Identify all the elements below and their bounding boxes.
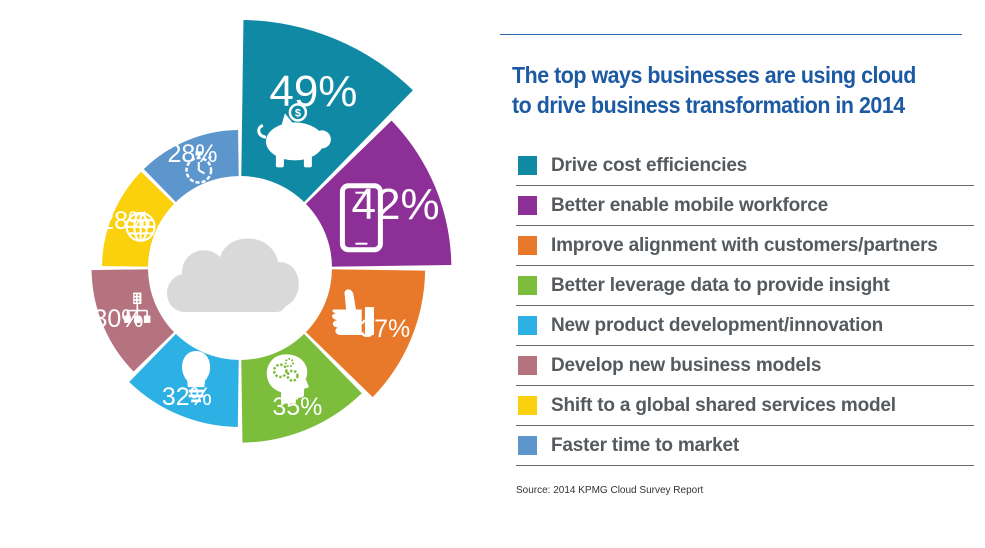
legend-swatch: [518, 356, 537, 375]
legend-label: Improve alignment with customers/partner…: [551, 234, 938, 256]
legend-label: Drive cost efficiencies: [551, 154, 748, 176]
legend-label: Develop new business models: [551, 354, 822, 376]
slice-value-label: 49%: [269, 67, 357, 116]
legend-item: Shift to a global shared services model: [516, 386, 974, 426]
legend-swatch: [518, 316, 537, 335]
chart-title-line-2: to drive business transformation in 2014: [512, 92, 905, 118]
cloud-usage-chart: $ 49% 42% 37% 35% 32% 30% 28% 28%: [91, 20, 452, 443]
legend-label: Faster time to market: [551, 434, 739, 456]
legend-label: Shift to a global shared services model: [551, 394, 896, 416]
legend-item: Faster time to market: [516, 426, 974, 466]
legend-swatch: [518, 236, 537, 255]
legend-label: Better enable mobile workforce: [551, 194, 828, 216]
lightbulb-icon: [182, 351, 211, 403]
org-chart-icon: [124, 292, 151, 323]
slice-value-label: 32%: [162, 383, 212, 411]
slice-value-label: 42%: [352, 180, 440, 229]
stopwatch-icon: [185, 151, 213, 184]
chart-title-line-1: The top ways businesses are using cloud: [512, 62, 916, 88]
legend-item: New product development/innovation: [516, 306, 974, 346]
thumbs-up-icon: [332, 289, 374, 335]
legend-item: Better leverage data to provide insight: [516, 266, 974, 306]
legend-swatch: [518, 196, 537, 215]
slice-value-label: 28%: [100, 207, 150, 235]
legend-item: Drive cost efficiencies: [516, 146, 974, 186]
piggy-bank-icon: $: [257, 103, 331, 168]
smartphone-icon: [339, 183, 383, 253]
legend-swatch: [518, 436, 537, 455]
svg-text:$: $: [295, 107, 301, 119]
slice-value-label: 37%: [360, 315, 410, 343]
top-divider: [500, 34, 962, 35]
legend-swatch: [518, 396, 537, 415]
chart-title: The top ways businesses are using cloud …: [512, 60, 940, 120]
legend-swatch: [518, 156, 537, 175]
legend-swatch: [518, 276, 537, 295]
legend-item: Improve alignment with customers/partner…: [516, 226, 974, 266]
slice-value-label: 30%: [93, 305, 143, 333]
source-note: Source: 2014 KPMG Cloud Survey Report: [516, 485, 704, 496]
legend-item: Develop new business models: [516, 346, 974, 386]
slice-value-label: 35%: [272, 393, 322, 421]
chart-legend: Drive cost efficiencies Better enable mob…: [516, 146, 974, 466]
legend-label: New product development/innovation: [551, 314, 884, 336]
slice-value-label: 28%: [167, 140, 217, 168]
head-gears-icon: [266, 354, 309, 404]
legend-label: Better leverage data to provide insight: [551, 274, 890, 296]
globe-icon: [125, 211, 156, 242]
legend-item: Better enable mobile workforce: [516, 186, 974, 226]
cloud-icon: [167, 238, 299, 312]
